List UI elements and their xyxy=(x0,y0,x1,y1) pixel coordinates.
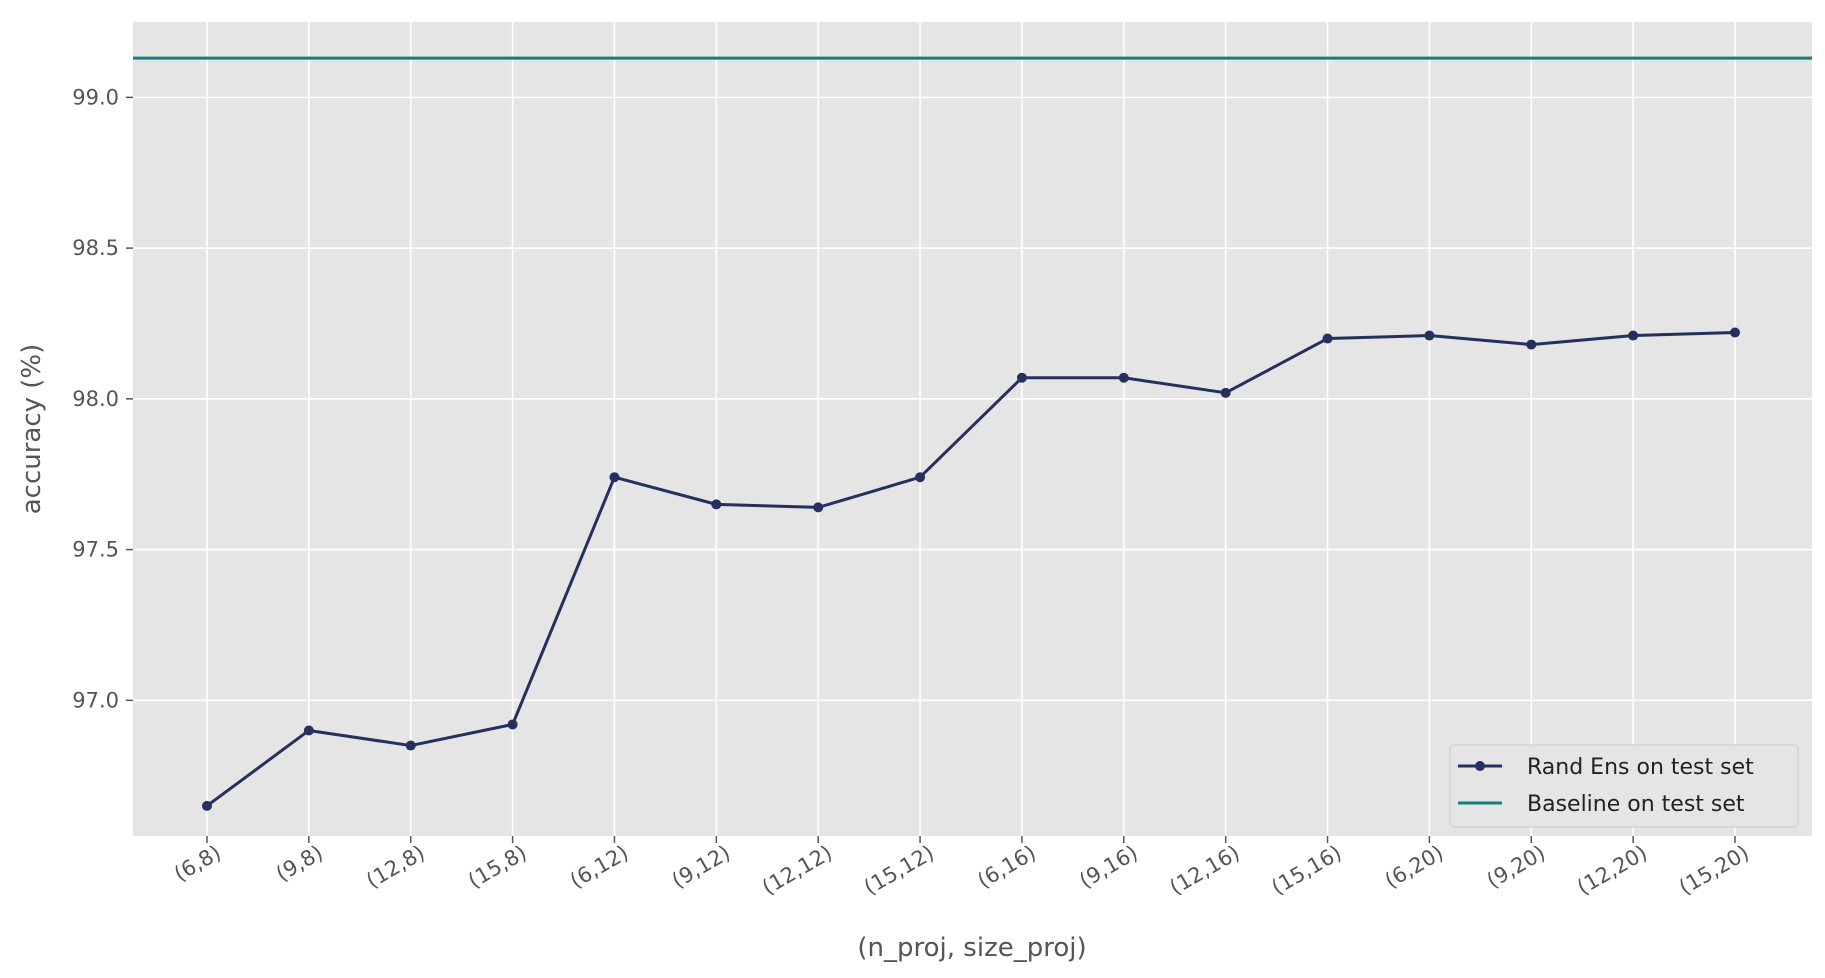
rand-ens-line xyxy=(206,331,1736,808)
x-tick-label: (9,12) xyxy=(668,841,735,893)
y-axis-label: accuracy (%) xyxy=(17,344,47,515)
y-tick-label: 98.5 xyxy=(72,236,119,260)
x-tick-label: (9,20) xyxy=(1483,841,1550,893)
rand-ens-point xyxy=(1322,333,1333,344)
x-tick-label: (6,16) xyxy=(973,841,1040,893)
y-tick-label: 97.5 xyxy=(72,538,119,562)
x-tick-label: (6,12) xyxy=(566,841,633,893)
legend-box xyxy=(1449,744,1799,828)
data-series xyxy=(133,56,1812,811)
rand-ens-point xyxy=(1526,339,1537,350)
rand-ens-point xyxy=(1220,387,1231,398)
rand-ens-point xyxy=(1118,372,1129,383)
rand-ens-point xyxy=(507,719,518,730)
x-axis-label: (n_proj, size_proj) xyxy=(857,933,1086,963)
x-tick-label: (9,8) xyxy=(272,841,327,887)
grid-lines xyxy=(133,22,1812,836)
legend-label-rand-ens: Rand Ens on test set xyxy=(1527,755,1754,780)
y-tick-label: 97.0 xyxy=(72,688,119,712)
x-tick-label: (12,20) xyxy=(1573,841,1651,900)
rand-ens-point xyxy=(813,502,824,513)
legend-label-baseline: Baseline on test set xyxy=(1527,792,1745,817)
x-tick-label: (6,8) xyxy=(170,841,225,887)
rand-ens-point xyxy=(1730,327,1740,338)
rand-ens-point xyxy=(609,472,620,483)
x-tick-label: (12,8) xyxy=(362,841,429,893)
x-tick-label: (12,16) xyxy=(1165,841,1243,900)
rand-ens-point xyxy=(711,499,722,510)
x-tick-label: (6,20) xyxy=(1381,841,1448,893)
legend-marker-rand-ens xyxy=(1475,761,1485,771)
x-tick-label: (15,12) xyxy=(860,841,938,900)
rand-ens-point xyxy=(1424,330,1435,341)
rand-ens-point xyxy=(202,800,212,811)
x-tick-label: (9,16) xyxy=(1075,841,1142,893)
rand-ens-point xyxy=(915,472,926,483)
rand-ens-point xyxy=(405,740,416,751)
legend: Rand Ens on test set Baseline on test se… xyxy=(1449,744,1799,828)
y-tick-label: 99.0 xyxy=(72,85,119,109)
plot-background xyxy=(133,22,1812,836)
rand-ens-point xyxy=(303,725,314,736)
x-tick-label: (15,8) xyxy=(464,841,531,893)
x-tick-label: (15,20) xyxy=(1675,841,1753,900)
y-tick-label: 98.0 xyxy=(72,387,119,411)
rand-ens-point xyxy=(1628,330,1639,341)
rand-ens-point xyxy=(1016,372,1027,383)
x-tick-label: (12,12) xyxy=(758,841,836,900)
x-tick-label: (15,16) xyxy=(1267,841,1345,900)
